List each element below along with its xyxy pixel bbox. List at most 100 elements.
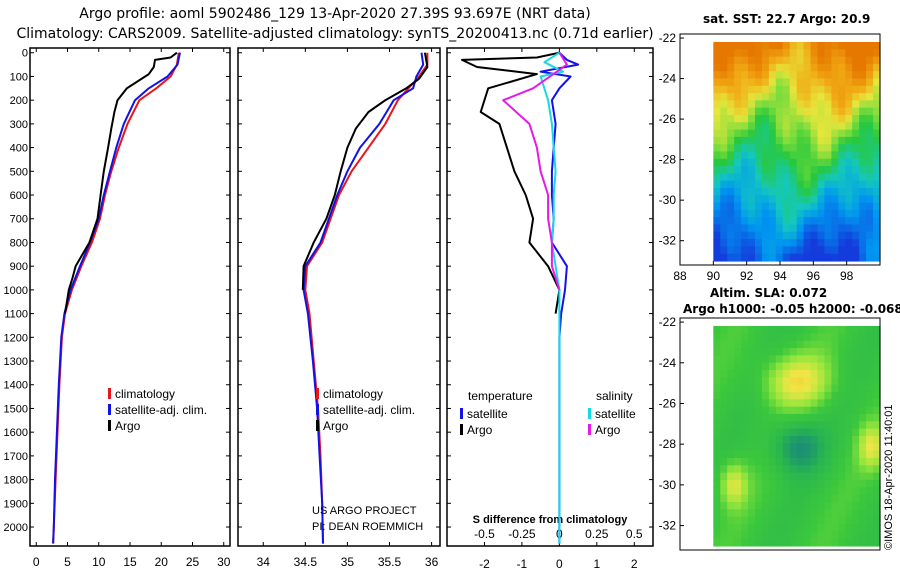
map-cell (727, 180, 735, 189)
map-cell (775, 479, 784, 488)
map-cell (741, 93, 749, 101)
axes-layer: 0100200300400500600700800900100011001200… (4, 47, 654, 571)
map-cell (768, 355, 777, 364)
map-cell (713, 326, 721, 334)
map-cell (824, 443, 832, 452)
map-cell (852, 326, 860, 334)
map-cell (748, 355, 756, 364)
map-cell (873, 78, 881, 87)
map-cell (734, 399, 742, 408)
map-cell (741, 209, 749, 218)
map-cell (748, 523, 756, 532)
map-cell (768, 326, 777, 334)
map-cell (755, 136, 763, 145)
map-cell (755, 377, 763, 386)
map-cell (720, 450, 728, 459)
map-cell (748, 63, 756, 72)
map-cell (734, 78, 742, 87)
map-cell (761, 391, 770, 400)
map-cell (810, 136, 819, 145)
map-cell (748, 136, 756, 145)
map-cell (859, 443, 867, 452)
x-tick-label: 34 (257, 555, 271, 569)
map-cell (789, 122, 798, 131)
map-cell (713, 516, 721, 525)
map-cell (824, 340, 832, 349)
legend-swatch (108, 404, 111, 415)
map-cell (873, 369, 881, 378)
map-cell (741, 326, 749, 334)
sla-map: -22-24-26-28-30-32 (659, 315, 881, 551)
series-line-argo (301, 52, 429, 290)
map-cell (824, 326, 832, 334)
map-cell (748, 326, 756, 334)
map-cell (831, 391, 839, 400)
plot-title-line2: Climatology: CARS2009. Satellite-adjuste… (16, 26, 654, 42)
map-cell (803, 516, 812, 525)
map-cell (803, 531, 812, 540)
map-cell (817, 457, 826, 466)
map-cell (727, 158, 735, 167)
map-cell (741, 377, 749, 386)
map-cell (810, 487, 819, 496)
map-cell (845, 465, 853, 474)
map-cell (748, 538, 756, 547)
map-cell (873, 355, 881, 364)
series-line-salinity-argo (502, 52, 568, 291)
map-cell (810, 122, 819, 131)
map-cell (741, 369, 749, 378)
y-tick-label: 400 (10, 143, 28, 155)
map-cell (845, 129, 853, 138)
map-cell (845, 472, 853, 481)
map-cell (734, 71, 742, 80)
map-cell (741, 195, 749, 204)
credit-project: US ARGO PROJECT (312, 505, 417, 517)
map-cell (727, 209, 735, 218)
map-cell (803, 362, 812, 371)
map-cell (810, 114, 819, 123)
map-cell (741, 144, 749, 153)
series-line-temperature-satellite (539, 51, 580, 544)
map-cell (755, 187, 763, 196)
map-cell (789, 399, 798, 408)
map-cell (803, 421, 812, 430)
map-cell (866, 209, 874, 218)
map-y-tick-label: -24 (659, 72, 677, 86)
map-cell (803, 413, 812, 422)
map-cell (831, 509, 839, 518)
map-cell (852, 129, 860, 138)
map-cell (741, 158, 749, 167)
map-cell (824, 129, 832, 138)
map-cell (775, 100, 784, 109)
map-cell (831, 443, 839, 452)
map-cell (748, 114, 756, 123)
map-cell (713, 377, 721, 386)
map-cell (755, 472, 763, 481)
map-cell (873, 413, 881, 422)
map-cell (803, 428, 812, 437)
sla-map-title: Altim. SLA: 0.072 (710, 286, 828, 300)
map-cell (852, 509, 860, 518)
map-cell (755, 347, 763, 356)
map-cell (720, 195, 728, 204)
map-cell (768, 428, 777, 437)
map-cell (755, 428, 763, 437)
map-cell (859, 136, 867, 145)
map-cell (866, 195, 874, 204)
map-cell (741, 114, 749, 123)
map-cell (720, 355, 728, 364)
map-cell (873, 56, 881, 65)
map-cell (720, 246, 728, 255)
map-cell (755, 340, 763, 349)
map-cell (775, 523, 784, 532)
map-cell (845, 93, 853, 101)
map-cell (796, 369, 805, 378)
map-cell (845, 457, 853, 466)
map-cell (755, 399, 763, 408)
map-cell (796, 144, 805, 153)
map-cell (789, 217, 798, 226)
map-cell (831, 71, 839, 80)
legend-label: satellite (467, 407, 508, 421)
map-cell (734, 531, 742, 540)
map-cell (810, 421, 819, 430)
